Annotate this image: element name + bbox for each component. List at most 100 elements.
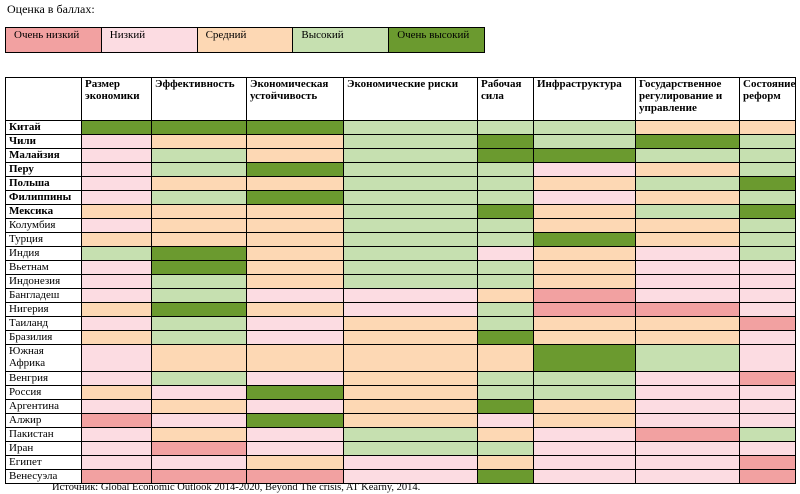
rating-cell [151, 176, 247, 191]
table-row: Индонезия [5, 274, 796, 289]
country-name: Нигерия [5, 302, 82, 317]
rating-cell [477, 190, 534, 205]
table-row: Бразилия [5, 330, 796, 345]
rating-cell [635, 455, 740, 470]
rating-cell [739, 176, 796, 191]
legend-item-m: Средний [197, 28, 294, 52]
rating-cell [533, 302, 636, 317]
table-header: Размер экономики Эффективность Экономическ… [5, 77, 796, 121]
rating-cell [533, 260, 636, 275]
country-name: Индия [5, 246, 82, 261]
rating-cell [246, 120, 344, 135]
rating-cell [477, 344, 534, 372]
rating-cell [151, 120, 247, 135]
rating-cell [635, 148, 740, 163]
column-header: Размер экономики [81, 77, 152, 121]
table-row: Филиппины [5, 190, 796, 205]
rating-cell [739, 371, 796, 386]
rating-cell [635, 204, 740, 219]
rating-cell [533, 427, 636, 442]
rating-cell [81, 134, 152, 149]
rating-cell [343, 441, 478, 456]
rating-cell [635, 399, 740, 414]
table-row: Польша [5, 176, 796, 191]
rating-cell [477, 260, 534, 275]
country-name: Китай [5, 120, 82, 135]
legend-item-h: Высокий [293, 28, 390, 52]
rating-cell [151, 134, 247, 149]
rating-cell [533, 385, 636, 400]
rating-cell [533, 134, 636, 149]
country-name: Бразилия [5, 330, 82, 345]
rating-cell [533, 344, 636, 372]
rating-cell [151, 441, 247, 456]
rating-cell [151, 162, 247, 177]
country-name: Малайзия [5, 148, 82, 163]
rating-cell [343, 316, 478, 331]
rating-cell [246, 413, 344, 428]
rating-cell [246, 134, 344, 149]
table-row: Таиланд [5, 316, 796, 331]
table-row: Чили [5, 134, 796, 149]
rating-cell [81, 371, 152, 386]
rating-cell [533, 148, 636, 163]
rating-cell [151, 274, 247, 289]
legend-item-l: Низкий [101, 28, 198, 52]
rating-cell [81, 288, 152, 303]
rating-cell [151, 148, 247, 163]
rating-cell [81, 385, 152, 400]
table-row: Колумбия [5, 218, 796, 233]
rating-cell [151, 413, 247, 428]
rating-cell [533, 190, 636, 205]
table-row: Турция [5, 232, 796, 247]
rating-cell [81, 441, 152, 456]
rating-cell [477, 246, 534, 261]
table-row: Южная Африка [5, 344, 796, 372]
rating-cell [533, 204, 636, 219]
rating-cell [246, 316, 344, 331]
rating-cell [739, 302, 796, 317]
rating-cell [151, 399, 247, 414]
rating-cell [81, 427, 152, 442]
rating-cell [533, 162, 636, 177]
rating-cell [635, 260, 740, 275]
rating-cell [477, 330, 534, 345]
rating-cell [151, 246, 247, 261]
rating-cell [635, 371, 740, 386]
column-header: Экономические риски [343, 77, 478, 121]
country-name: Польша [5, 176, 82, 191]
rating-cell [343, 427, 478, 442]
rating-cell [151, 427, 247, 442]
rating-cell [81, 260, 152, 275]
table-row: Египет [5, 455, 796, 470]
table-row: Бангладеш [5, 288, 796, 303]
rating-cell [151, 288, 247, 303]
country-name: Перу [5, 162, 82, 177]
rating-cell [739, 232, 796, 247]
rating-cell [343, 344, 478, 372]
rating-cell [81, 344, 152, 372]
table-row: Индия [5, 246, 796, 261]
rating-cell [635, 176, 740, 191]
rating-cell [533, 246, 636, 261]
rating-cell [477, 232, 534, 247]
rating-cell [739, 427, 796, 442]
legend-item-vh: Очень высокий [389, 28, 484, 52]
rating-cell [739, 148, 796, 163]
rating-cell [246, 232, 344, 247]
rating-cell [246, 385, 344, 400]
column-header: Эффективность [151, 77, 247, 121]
country-name: Иран [5, 441, 82, 456]
rating-cell [533, 469, 636, 484]
source-note: Источник: Global Economic Outlook 2014-2… [52, 482, 421, 493]
rating-cell [343, 162, 478, 177]
table-row: Иран [5, 441, 796, 456]
column-header: Экономическая устойчивость [246, 77, 344, 121]
legend-title: Оценка в баллах: [7, 2, 95, 16]
rating-cell [477, 148, 534, 163]
rating-cell [151, 218, 247, 233]
rating-cell [81, 469, 152, 484]
rating-cell [533, 399, 636, 414]
rating-cell [635, 385, 740, 400]
rating-cell [739, 218, 796, 233]
